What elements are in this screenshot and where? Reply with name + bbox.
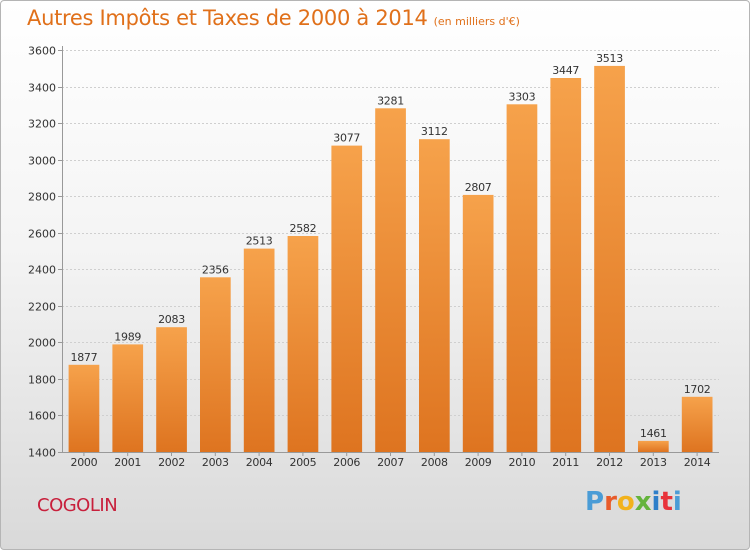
bar-2014 — [681, 396, 713, 452]
y-tick-label: 2200 — [28, 301, 56, 314]
bar-2010 — [506, 104, 538, 453]
x-tick-label: 2001 — [114, 456, 141, 469]
x-tick-label: 2004 — [246, 456, 273, 469]
data-label-2008: 3112 — [421, 125, 448, 138]
y-tick-label: 3400 — [28, 82, 56, 95]
bar-2006 — [331, 145, 363, 452]
data-label-2002: 2083 — [158, 313, 185, 326]
data-label-2004: 2513 — [246, 235, 273, 248]
x-tick-label: 2005 — [290, 456, 317, 469]
logo-letter: t — [660, 487, 673, 517]
x-tick-label: 2003 — [202, 456, 229, 469]
bar-2003 — [200, 277, 231, 452]
bar-2002 — [156, 327, 187, 452]
data-label-2005: 2582 — [290, 222, 317, 235]
data-label-2006: 3077 — [333, 132, 360, 145]
y-tick-label: 2000 — [28, 337, 56, 350]
bar-2007 — [375, 108, 406, 453]
bar-2013 — [638, 440, 669, 452]
bar-2005 — [287, 236, 319, 452]
logo-letter: x — [634, 487, 652, 517]
x-tick-label: 2008 — [421, 456, 448, 469]
bar-2004 — [243, 248, 275, 452]
data-labels: 1877 1989 2083 2356 2513 2582 3077 3281 3112 2807… — [71, 52, 711, 440]
data-label-2012: 3513 — [596, 52, 623, 65]
chart-title-text: Autres Impôts et Taxes de 2000 à 2014 — [27, 6, 428, 30]
proxiti-logo[interactable]: Proxiti — [585, 487, 682, 517]
y-tick-label: 1800 — [28, 374, 56, 387]
bar-2008 — [419, 139, 450, 452]
logo-letter: P — [585, 487, 605, 517]
x-tick-label: 2000 — [71, 456, 98, 469]
data-label-2009: 2807 — [465, 181, 492, 194]
y-tick-label: 3000 — [28, 155, 56, 168]
data-label-2014: 1702 — [684, 383, 711, 396]
data-label-2007: 3281 — [377, 94, 404, 107]
data-label-2010: 3303 — [509, 90, 536, 103]
data-label-2013: 1461 — [640, 427, 667, 440]
town-name: COGOLIN — [37, 495, 118, 516]
chart-subtitle: (en milliers d'€) — [433, 15, 520, 28]
axes: 1400 1600 1800 2000 2200 2400 2600 2800 3000 3200… — [28, 45, 719, 469]
y-tick-label: 2400 — [28, 264, 56, 277]
x-tick-label: 2012 — [596, 456, 623, 469]
chart-title: Autres Impôts et Taxes de 2000 à 2014 (en… — [27, 6, 520, 30]
logo-letter: i — [672, 487, 682, 517]
y-tick-label: 3600 — [28, 45, 56, 58]
x-tick-label: 2014 — [684, 456, 711, 469]
x-tick-label: 2009 — [465, 456, 492, 469]
y-tick-label: 2800 — [28, 191, 56, 204]
x-tick-label: 2010 — [509, 456, 536, 469]
bar-2009 — [462, 194, 494, 452]
x-tick-label: 2013 — [640, 456, 667, 469]
y-tick-label: 3200 — [28, 118, 56, 131]
bar-2011 — [550, 78, 582, 452]
data-label-2011: 3447 — [552, 64, 579, 77]
logo-letter: o — [616, 487, 635, 517]
y-tick-label: 2600 — [28, 228, 56, 241]
data-label-2000: 1877 — [71, 351, 98, 364]
y-tick-label: 1600 — [28, 410, 56, 423]
data-label-2003: 2356 — [202, 263, 229, 276]
x-tick-label: 2007 — [377, 456, 404, 469]
bars — [68, 65, 713, 453]
x-tick-label: 2002 — [158, 456, 185, 469]
data-label-2001: 1989 — [114, 330, 141, 343]
x-tick-label: 2006 — [333, 456, 360, 469]
bar-2000 — [68, 364, 100, 452]
logo-letter: i — [651, 487, 661, 517]
bar-2012 — [594, 65, 625, 453]
bar-2001 — [112, 344, 144, 452]
logo-letter: r — [604, 487, 617, 517]
x-tick-label: 2011 — [552, 456, 579, 469]
y-tick-label: 1400 — [28, 447, 56, 460]
